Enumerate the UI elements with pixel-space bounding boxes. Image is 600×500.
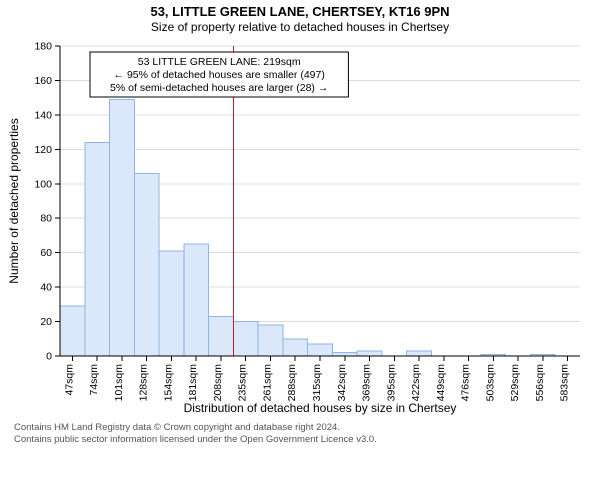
x-tick-label: 369sqm <box>361 364 373 402</box>
x-tick-label: 342sqm <box>336 364 348 402</box>
y-tick-label: 160 <box>34 75 52 87</box>
histogram-bar <box>308 344 333 356</box>
x-axis-label: Distribution of detached houses by size … <box>184 401 457 415</box>
y-tick-label: 0 <box>46 351 52 363</box>
x-tick-label: 261sqm <box>261 364 273 402</box>
annotation-line: ← 95% of detached houses are smaller (49… <box>114 69 325 81</box>
y-tick-label: 100 <box>34 178 52 190</box>
y-tick-label: 40 <box>40 282 52 294</box>
histogram-bar <box>159 251 184 356</box>
y-tick-label: 60 <box>40 247 52 259</box>
histogram-bar <box>209 316 234 356</box>
histogram-bar <box>357 351 382 356</box>
x-tick-label: 208sqm <box>212 364 224 402</box>
annotation-line: 5% of semi-detached houses are larger (2… <box>110 82 328 94</box>
y-tick-label: 180 <box>34 41 52 53</box>
x-tick-label: 422sqm <box>410 364 422 402</box>
x-tick-label: 288sqm <box>286 364 298 402</box>
y-tick-label: 120 <box>34 144 52 156</box>
footer-attribution: Contains HM Land Registry data © Crown c… <box>0 416 600 447</box>
page-title: 53, LITTLE GREEN LANE, CHERTSEY, KT16 9P… <box>0 0 600 19</box>
footer-line-2: Contains public sector information licen… <box>14 434 600 446</box>
x-tick-label: 503sqm <box>484 364 496 402</box>
histogram-chart: 0 20 40 60 80 100 120 140 160 180 47sqm 74sqm 101sqm… <box>0 36 600 416</box>
x-tick-label: 101sqm <box>113 364 125 402</box>
histogram-bar <box>407 351 432 356</box>
y-tick-label: 20 <box>40 316 52 328</box>
x-tick-label: 154sqm <box>162 364 174 402</box>
footer-line-1: Contains HM Land Registry data © Crown c… <box>14 422 600 434</box>
x-tick-label: 235sqm <box>237 364 249 402</box>
chart-svg: 0 20 40 60 80 100 120 140 160 180 47sqm 74sqm 101sqm… <box>0 36 600 416</box>
histogram-bar <box>258 325 283 356</box>
x-tick-label: 449sqm <box>435 364 447 402</box>
histogram-bar <box>233 322 258 356</box>
x-tick-label: 315sqm <box>311 364 323 402</box>
x-tick-label: 395sqm <box>385 364 397 402</box>
y-tick-label: 80 <box>40 213 52 225</box>
histogram-bar <box>283 339 308 356</box>
x-tick-label: 583sqm <box>559 364 571 402</box>
y-axis-label: Number of detached properties <box>7 118 21 283</box>
histogram-bar <box>134 173 159 356</box>
x-tick-label: 556sqm <box>534 364 546 402</box>
x-tick-label: 181sqm <box>187 364 199 402</box>
x-tick-label: 529sqm <box>509 364 521 402</box>
histogram-bar <box>184 244 209 356</box>
x-tick-label: 47sqm <box>63 364 75 396</box>
page-subtitle: Size of property relative to detached ho… <box>0 19 600 36</box>
histogram-bar <box>332 353 357 356</box>
histogram-bar <box>60 306 85 356</box>
annotation-line: 53 LITTLE GREEN LANE: 219sqm <box>138 56 301 68</box>
x-tick-label: 74sqm <box>88 364 100 396</box>
x-tick-label: 476sqm <box>460 364 472 402</box>
histogram-bar <box>110 99 135 356</box>
histogram-bar <box>85 142 110 356</box>
x-tick-label: 128sqm <box>138 364 150 402</box>
y-tick-label: 140 <box>34 109 52 121</box>
